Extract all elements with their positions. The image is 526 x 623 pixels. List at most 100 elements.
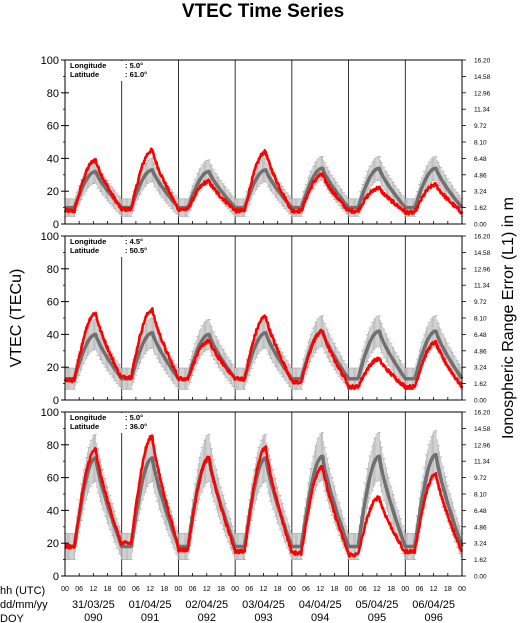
hour-tick-label: 12 [430,586,438,593]
hour-tick-label: 18 [274,586,282,593]
left-tick-label: 40 [47,329,59,341]
hour-tick-label: 18 [217,586,225,593]
right-tick-label: 11.34 [474,283,490,290]
date-label: 01/04/25 [129,599,172,611]
right-tick-label: 16.20 [474,234,491,241]
doy-label: 093 [254,612,272,623]
latitude-label: Latitude [70,70,99,79]
right-tick-label: 9.72 [474,299,487,306]
latitude-label: Latitude [70,422,99,431]
hour-tick-label: 06 [302,586,310,593]
left-tick-label: 60 [47,297,59,309]
left-tick-label: 20 [47,186,59,198]
panel-2: 0 20 40 60 80 100 0.00 1.62 3.24 4.86 6.48 8.10 9.72… [41,231,491,407]
right-tick-label: 1.62 [474,557,487,564]
location-box [68,413,161,433]
right-tick-label: 6.48 [474,508,487,515]
right-tick-label: 8.10 [474,316,487,323]
reference-line [64,452,464,549]
right-tick-label: 0.00 [474,222,487,229]
hour-tick-label: 00 [288,586,296,593]
hour-tick-label: 06 [189,586,197,593]
hour-tick-label: 00 [458,586,466,593]
plot-area [65,60,462,224]
hour-tick-label: 18 [104,586,112,593]
hour-tick-label: 06 [75,586,83,593]
location-box [68,61,161,81]
left-tick-label: 100 [41,55,59,67]
x-axis: hh (UTC) dd/mm/yy DOY 00 06 12 18 00 06 12 18 00… [0,585,466,623]
right-tick-label: 14.58 [474,74,491,81]
longitude-label: Longitude [70,413,106,422]
location-box [68,237,161,257]
hour-tick-label: 06 [132,586,140,593]
hour-tick-label: 00 [231,586,239,593]
hour-tick-label: 00 [175,586,183,593]
left-tick-label: 80 [47,88,59,100]
hour-tick-label: 00 [61,586,69,593]
right-tick-label: 6.48 [474,156,487,163]
doy-label: 095 [368,612,386,623]
left-tick-label: 20 [47,538,59,550]
hour-tick-label: 06 [359,586,367,593]
right-tick-label: 3.24 [474,541,487,548]
left-tick-label: 20 [47,362,59,374]
location-legend: Longitude : 5.0° Latitude : 36.0° [68,413,161,433]
left-tick-label: 80 [47,264,59,276]
right-tick-label: 1.62 [474,381,487,388]
panels: 0 20 40 60 80 100 0.00 1.62 3.24 4.86 6.48 8.10 9.72… [41,55,491,583]
x-row-label-doy: DOY [0,613,25,623]
hour-tick-label: 12 [373,586,381,593]
right-tick-label: 12.96 [474,90,491,97]
left-tick-label: 80 [47,440,59,452]
left-tick-label: 0 [53,219,59,231]
latitude-value: : 61.0° [125,70,147,79]
left-tick-label: 100 [41,231,59,243]
longitude-label: Longitude [70,61,106,70]
doy-label: 092 [198,612,216,623]
longitude-label: Longitude [70,237,106,246]
hour-tick-label: 06 [245,586,253,593]
right-tick-label: 0.00 [474,398,487,405]
hour-tick-label: 12 [203,586,211,593]
hour-tick-label: 18 [330,586,338,593]
latitude-value: : 36.0° [125,422,147,431]
left-tick-label: 60 [47,121,59,133]
observed-line [63,147,464,216]
latitude-value: : 50.5° [125,246,147,255]
latitude-label: Latitude [70,246,99,255]
date-label: 03/04/25 [242,599,285,611]
right-tick-label: 6.48 [474,332,487,339]
observed-line [64,434,464,558]
hour-tick-label: 00 [118,586,126,593]
doy-label: 096 [424,612,442,623]
hour-tick-label: 12 [316,586,324,593]
doy-label: 090 [84,612,102,623]
hour-tick-label: 18 [387,586,395,593]
hour-tick-label: 00 [401,586,409,593]
left-tick-label: 40 [47,153,59,165]
panel-1: 0 20 40 60 80 100 0.00 1.62 3.24 4.86 6.48 8.10 9.72… [41,55,491,231]
longitude-value: : 5.0° [125,61,143,70]
right-tick-label: 11.34 [474,107,490,114]
hour-tick-label: 18 [160,586,168,593]
date-label: 02/04/25 [185,599,228,611]
hour-tick-label: 18 [444,586,452,593]
hour-tick-label: 06 [416,586,424,593]
right-tick-label: 4.86 [474,524,487,531]
observed-line [63,307,464,391]
right-tick-label: 3.24 [474,365,487,372]
left-tick-label: 40 [47,505,59,517]
left-tick-label: 0 [53,395,59,407]
longitude-value: : 5.0° [125,413,143,422]
right-tick-label: 9.72 [474,123,487,130]
x-row-label-dates: dd/mm/yy [0,599,48,611]
right-tick-label: 0.00 [474,574,487,581]
date-label: 31/03/25 [72,599,115,611]
hour-tick-label: 12 [260,586,268,593]
right-tick-label: 16.20 [474,58,491,65]
left-tick-label: 100 [41,407,59,419]
right-tick-label: 8.10 [474,140,487,147]
hour-tick-label: 00 [345,586,353,593]
right-tick-label: 16.20 [474,410,491,417]
